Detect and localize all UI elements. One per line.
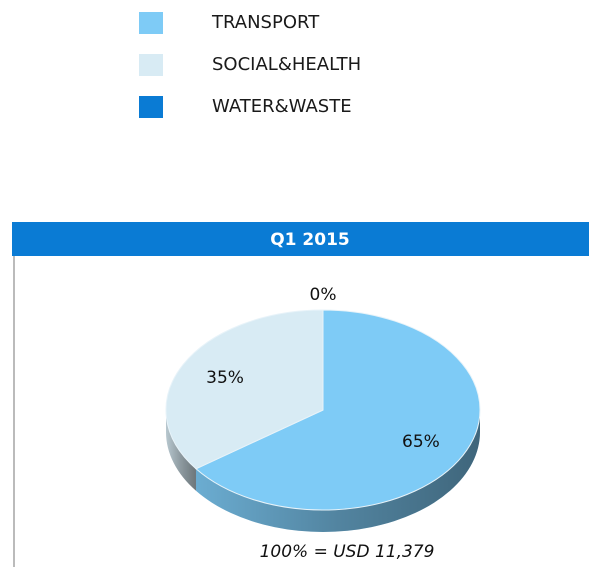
title-bar (12, 222, 589, 256)
pie-slice (195, 309, 481, 511)
legend-label: WATER&WASTE (212, 96, 352, 117)
annotation: 100% = USD 11,379 (260, 542, 435, 562)
legend-swatch (139, 54, 163, 76)
pie-side-shade (195, 410, 481, 532)
legend-label: TRANSPORT (211, 12, 320, 33)
data-label: 65% (402, 432, 440, 452)
pie-side-shade (166, 410, 196, 491)
chart-title: Q1 2015 (270, 230, 350, 250)
data-label: 35% (206, 368, 244, 388)
legend-label: SOCIAL&HEALTH (212, 54, 361, 75)
data-label: 0% (310, 285, 337, 305)
pie-slice (165, 309, 324, 470)
legend-swatch (139, 12, 163, 34)
legend-swatch (139, 96, 163, 118)
